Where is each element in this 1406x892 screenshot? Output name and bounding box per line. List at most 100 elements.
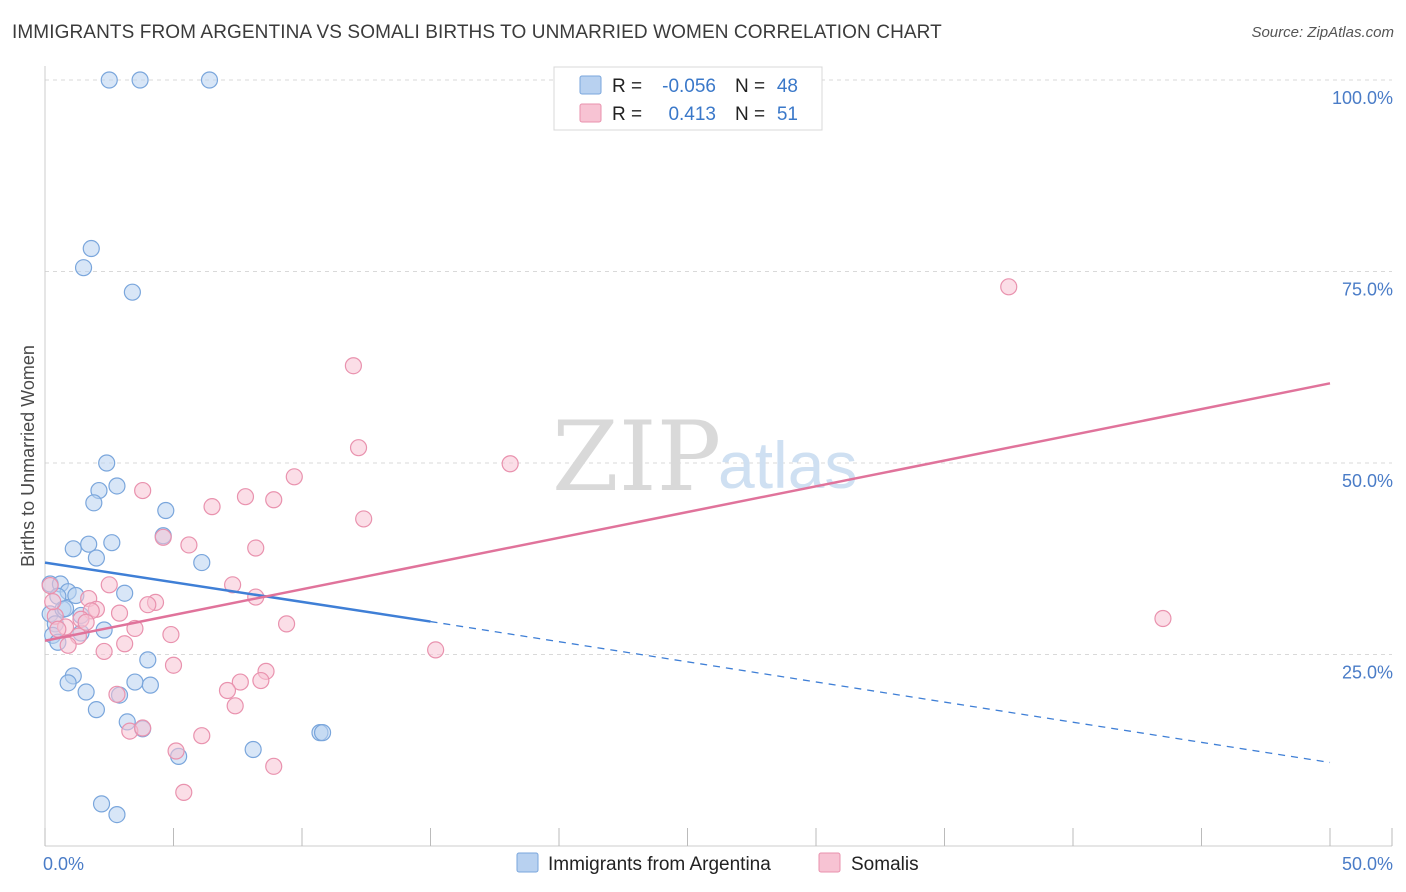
somalis-point: [252, 671, 270, 690]
argentina-point: [123, 283, 141, 301]
somalis-point: [1154, 609, 1172, 628]
x-tick-labels: 0.0% 50.0%: [43, 854, 1393, 874]
argentina-point: [244, 740, 262, 759]
somalis-point: [95, 642, 113, 661]
somalis-point: [134, 481, 152, 500]
somalis-point: [164, 656, 183, 674]
somalis-point: [203, 498, 221, 516]
legend-r-value-2: 0.413: [668, 104, 716, 125]
argentina-trend-line: [44, 561, 431, 623]
legend-r-value-1: -0.056: [662, 76, 716, 97]
somalis-point: [1000, 278, 1018, 296]
argentina-point: [200, 71, 219, 89]
argentina-point: [98, 454, 116, 472]
argentina-point: [64, 540, 82, 558]
y-tick-label-50: 50.0%: [1342, 471, 1393, 491]
y-tick-label-75: 75.0%: [1342, 280, 1393, 300]
somalis-point: [218, 681, 237, 700]
somalis-point: [265, 757, 283, 775]
legend-n-label-2: N =: [735, 104, 765, 125]
somalis-point: [501, 455, 519, 473]
argentina-point: [59, 674, 77, 692]
argentina-point: [116, 584, 134, 602]
somalis-point: [100, 576, 118, 594]
somalis-point: [110, 604, 129, 622]
series-somalis-points: [41, 278, 1172, 801]
argentina-point: [100, 71, 118, 89]
somalis-point: [41, 576, 59, 595]
argentina-point: [108, 805, 126, 824]
trend-lines: [44, 382, 1331, 764]
series-legend-label-somalis: Somalis: [851, 854, 919, 875]
x-tick-label-min: 0.0%: [43, 854, 84, 874]
series-argentina-points: [41, 71, 332, 824]
somalis-point: [277, 615, 296, 633]
somalis-point: [224, 576, 242, 594]
argentina-point: [87, 701, 106, 719]
somalis-point: [349, 439, 368, 457]
somalis-point: [154, 528, 172, 546]
somalis-point: [265, 491, 283, 509]
somalis-point: [285, 468, 303, 486]
argentina-point: [131, 71, 149, 89]
somalis-point: [180, 536, 198, 554]
somalis-point: [427, 641, 445, 659]
watermark-zip: ZIP: [552, 401, 721, 513]
axes: [44, 66, 1393, 847]
somalis-point: [226, 697, 244, 715]
somalis-point: [134, 719, 152, 737]
argentina-point: [77, 683, 95, 701]
y-tick-label-25: 25.0%: [1342, 663, 1393, 683]
somalis-point: [236, 488, 255, 506]
argentina-point: [87, 549, 106, 567]
series-legend-swatch-somalis: [818, 852, 841, 873]
y-tick-label-100: 100.0%: [1332, 88, 1393, 108]
argentina-point: [80, 535, 98, 553]
argentina-point: [92, 795, 111, 813]
argentina-point: [313, 724, 332, 742]
series-legend-label-argentina: Immigrants from Argentina: [548, 854, 771, 875]
legend-r-label-1: R =: [612, 76, 642, 97]
series-legend: Immigrants from Argentina Somalis: [516, 852, 919, 875]
somalis-point: [167, 742, 185, 760]
somalis-point: [162, 625, 180, 644]
somalis-point: [193, 727, 211, 745]
argentina-trend-extension: [430, 620, 1331, 764]
legend-swatch-pink: [579, 103, 602, 123]
somalis-point: [116, 635, 134, 653]
argentina-point: [139, 651, 157, 669]
argentina-point: [82, 239, 100, 258]
watermark-atlas: atlas: [718, 428, 857, 502]
argentina-point: [74, 259, 93, 277]
somalis-point: [344, 357, 362, 375]
legend-n-label-1: N =: [735, 76, 765, 97]
argentina-point: [141, 676, 159, 694]
argentina-point: [103, 534, 121, 552]
legend-r-label-2: R =: [612, 104, 642, 125]
somalis-point: [231, 673, 249, 691]
argentina-point: [126, 673, 144, 691]
somalis-point: [108, 685, 126, 703]
grid-lines: [45, 79, 1392, 655]
source-credit: Source: ZipAtlas.com: [1251, 24, 1394, 41]
legend-n-value-2: 51: [777, 104, 798, 125]
somalis-point: [355, 510, 373, 528]
somalis-point: [49, 620, 67, 638]
y-axis-label: Births to Unmarried Women: [18, 345, 38, 567]
legend-swatch-blue: [579, 75, 602, 95]
somalis-point: [139, 596, 157, 614]
chart-title: IMMIGRANTS FROM ARGENTINA VS SOMALI BIRT…: [12, 22, 942, 43]
somalis-point: [175, 783, 193, 801]
x-tick-label-max: 50.0%: [1342, 854, 1393, 874]
watermark: ZIP atlas: [552, 401, 857, 513]
argentina-point: [108, 477, 126, 495]
stats-legend: R = -0.056 N = 48 R = 0.413 N = 51: [553, 66, 823, 131]
somalis-trend-line: [44, 382, 1331, 642]
argentina-point: [85, 494, 103, 512]
somalis-point: [44, 593, 62, 611]
somalis-point: [247, 539, 265, 557]
legend-n-value-1: 48: [777, 76, 798, 97]
argentina-point: [157, 501, 175, 520]
somalis-point: [59, 636, 77, 654]
